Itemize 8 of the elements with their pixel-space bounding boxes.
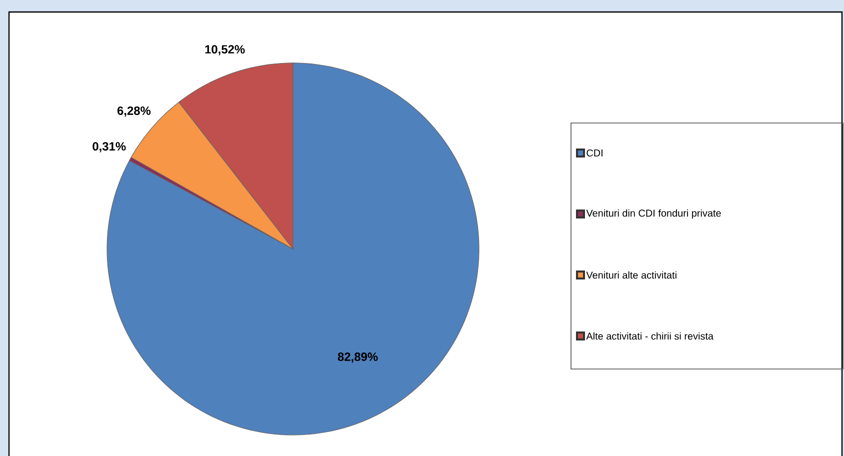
legend-label: CDI bbox=[586, 149, 602, 157]
legend-label: Venituri alte activitati bbox=[586, 271, 676, 279]
legend-label: Venituri din CDI fonduri private bbox=[586, 209, 721, 219]
data-label: 82,89% bbox=[338, 352, 378, 363]
data-label: 6,28% bbox=[117, 106, 151, 117]
data-label: 0,31% bbox=[92, 142, 126, 152]
data-label: 10,52% bbox=[205, 45, 245, 56]
legend-label: Alte activitati - chirii si revista bbox=[586, 332, 714, 340]
